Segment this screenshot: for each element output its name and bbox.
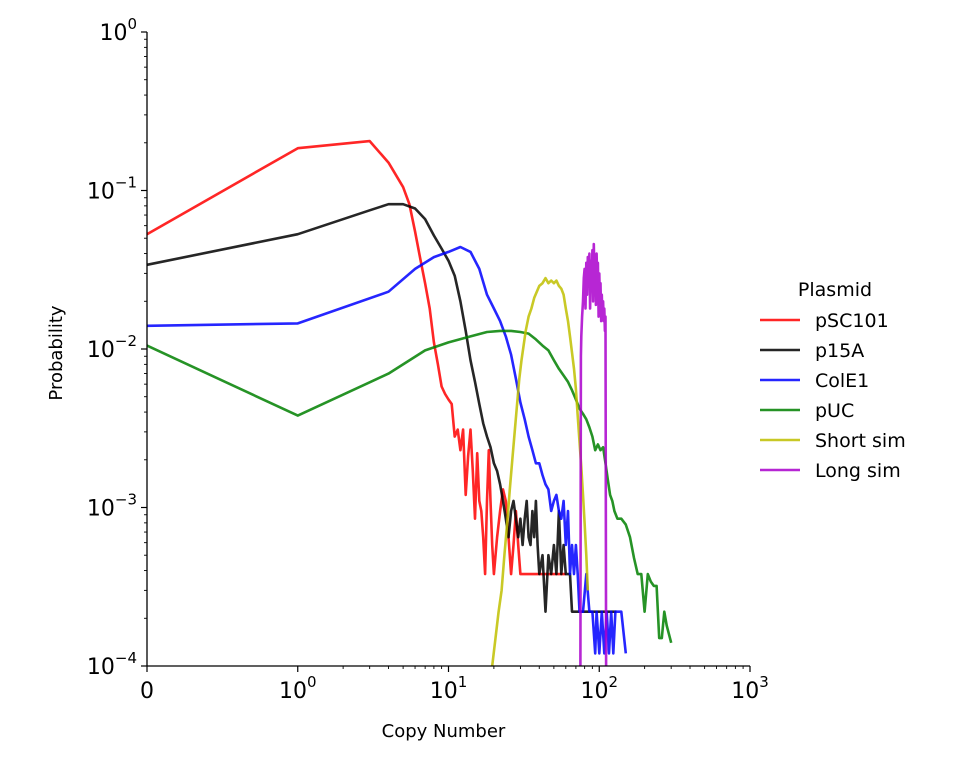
- y-tick-label: 100: [99, 15, 137, 46]
- y-tick-label: 10−4: [87, 649, 137, 680]
- x-ticks: 0 100 101 102 103: [140, 666, 769, 704]
- series-line-2: [146, 245, 628, 655]
- legend-entry: Short sim: [815, 430, 906, 452]
- x-axis-title: Copy Number: [382, 721, 506, 742]
- legend-entry: Long sim: [815, 460, 901, 482]
- legend-entry: pSC101: [815, 310, 889, 332]
- series-line-1: [146, 202, 617, 613]
- y-axis-title: Probability: [46, 305, 67, 400]
- x-tick-label: 0: [140, 679, 154, 704]
- x-tick-label: 103: [731, 673, 769, 704]
- y-tick-label: 10−2: [87, 332, 137, 363]
- series-line-5: [579, 242, 608, 667]
- y-ticks: 100 10−1 10−2 10−3 10−4: [87, 15, 147, 680]
- x-tick-label: 102: [580, 673, 618, 704]
- legend-entry: pUC: [815, 400, 854, 422]
- x-tick-label: 101: [430, 673, 468, 704]
- series-line-0: [146, 139, 566, 576]
- legend-entry: p15A: [815, 340, 864, 362]
- y-tick-label: 10−3: [87, 491, 137, 522]
- series-line-3: [146, 329, 673, 644]
- series-layer: [146, 139, 673, 667]
- legend-entry: ColE1: [815, 370, 869, 392]
- legend-title: Plasmid: [798, 279, 872, 301]
- x-tick-label: 100: [279, 673, 317, 704]
- series-line-4: [490, 276, 590, 667]
- legend: Plasmid pSC101 p15A ColE1 pUC Short sim Long …: [760, 279, 906, 482]
- y-tick-label: 10−1: [87, 174, 137, 205]
